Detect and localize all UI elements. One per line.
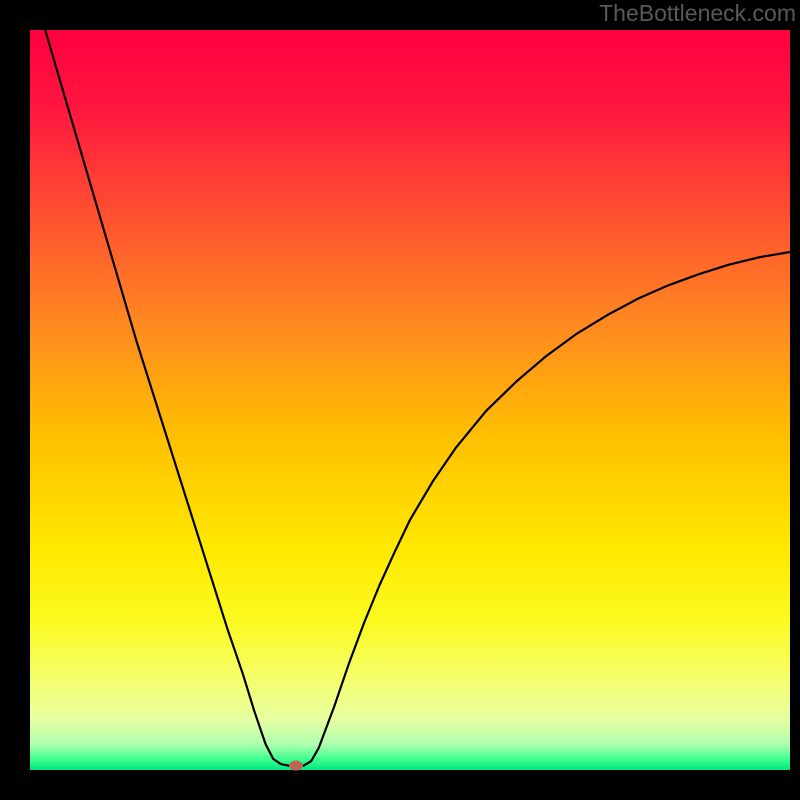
bottleneck-chart [0, 0, 800, 800]
watermark-text: TheBottleneck.com [599, 0, 796, 27]
chart-container: TheBottleneck.com [0, 0, 800, 800]
chart-gradient-background [30, 30, 790, 770]
optimal-point-marker [289, 761, 303, 771]
